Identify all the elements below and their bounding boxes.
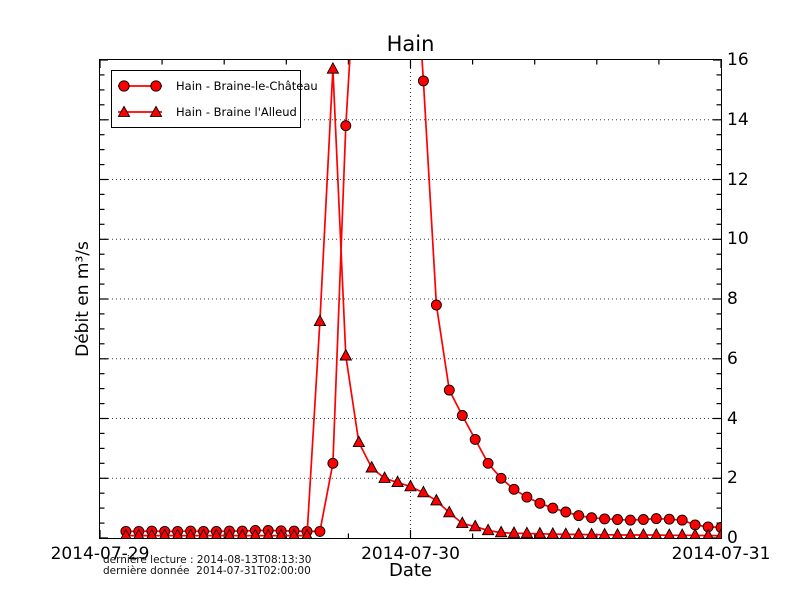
y-tick-label: 2 — [727, 468, 738, 489]
footer-line-1: dernière lecture : 2014-08-13T08:13:30 — [103, 554, 312, 566]
x-axis-label: Date — [388, 560, 433, 581]
legend-label: Hain - Braine l'Alleud — [176, 105, 297, 119]
legend: Hain - Braine-le-Château Hain - Braine l… — [111, 70, 318, 128]
y-tick-label: 14 — [727, 109, 749, 130]
y-axis-label: Débit en m³/s — [73, 241, 93, 357]
plot-frame — [98, 58, 722, 539]
chart-title: Hain — [386, 32, 435, 56]
y-tick-label: 12 — [727, 169, 749, 190]
legend-label: Hain - Braine-le-Château — [176, 79, 318, 93]
legend-symbol-triangle-icon — [117, 105, 163, 117]
plot-area — [99, 59, 721, 538]
x-tick-label: 2014-07-30 — [361, 544, 460, 564]
legend-item: Hain - Braine-le-Château — [116, 73, 318, 99]
footer: dernière lecture : 2014-08-13T08:13:30 d… — [103, 555, 311, 576]
legend-symbol-circle-icon — [118, 80, 162, 92]
x-tick-label: 2014-07-31 — [671, 544, 771, 564]
y-tick-label: 6 — [727, 348, 738, 369]
y-tick-label: 10 — [727, 229, 749, 250]
x-tick-label: 2014-07-29 — [50, 544, 150, 564]
y-tick-label: 8 — [727, 289, 738, 309]
y-tick-label: 16 — [727, 50, 749, 70]
y-tick-label: 0 — [727, 528, 738, 548]
legend-item: Hain - Braine l'Alleud — [116, 99, 300, 125]
footer-line-2: dernière donnée 2014-07-31T02:00:00 — [103, 564, 311, 577]
y-tick-label: 4 — [727, 408, 738, 429]
